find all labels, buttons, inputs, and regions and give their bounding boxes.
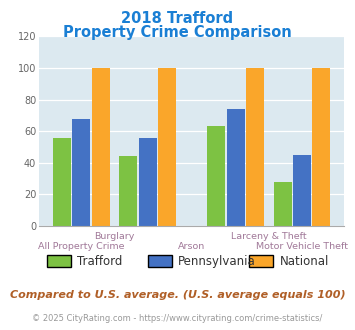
Bar — [139, 138, 157, 226]
Text: © 2025 CityRating.com - https://www.cityrating.com/crime-statistics/: © 2025 CityRating.com - https://www.city… — [32, 314, 323, 323]
Text: Motor Vehicle Theft: Motor Vehicle Theft — [256, 242, 348, 250]
Bar — [53, 138, 71, 226]
Text: 2018 Trafford: 2018 Trafford — [121, 11, 234, 25]
Bar — [158, 68, 176, 226]
Text: Trafford: Trafford — [77, 254, 122, 268]
Bar — [119, 156, 137, 226]
Bar — [312, 68, 331, 226]
Bar — [246, 68, 264, 226]
Bar — [92, 68, 110, 226]
Text: Larceny & Theft: Larceny & Theft — [231, 232, 307, 241]
Text: Pennsylvania: Pennsylvania — [178, 254, 256, 268]
Text: Burglary: Burglary — [94, 232, 135, 241]
Text: Compared to U.S. average. (U.S. average equals 100): Compared to U.S. average. (U.S. average … — [10, 290, 345, 300]
Bar — [207, 126, 225, 226]
Text: Arson: Arson — [178, 242, 205, 250]
Text: All Property Crime: All Property Crime — [38, 242, 125, 250]
Text: National: National — [279, 254, 329, 268]
Bar — [227, 109, 245, 226]
Bar — [274, 182, 291, 226]
Bar — [293, 155, 311, 226]
Text: Property Crime Comparison: Property Crime Comparison — [63, 25, 292, 40]
Bar — [72, 118, 90, 226]
